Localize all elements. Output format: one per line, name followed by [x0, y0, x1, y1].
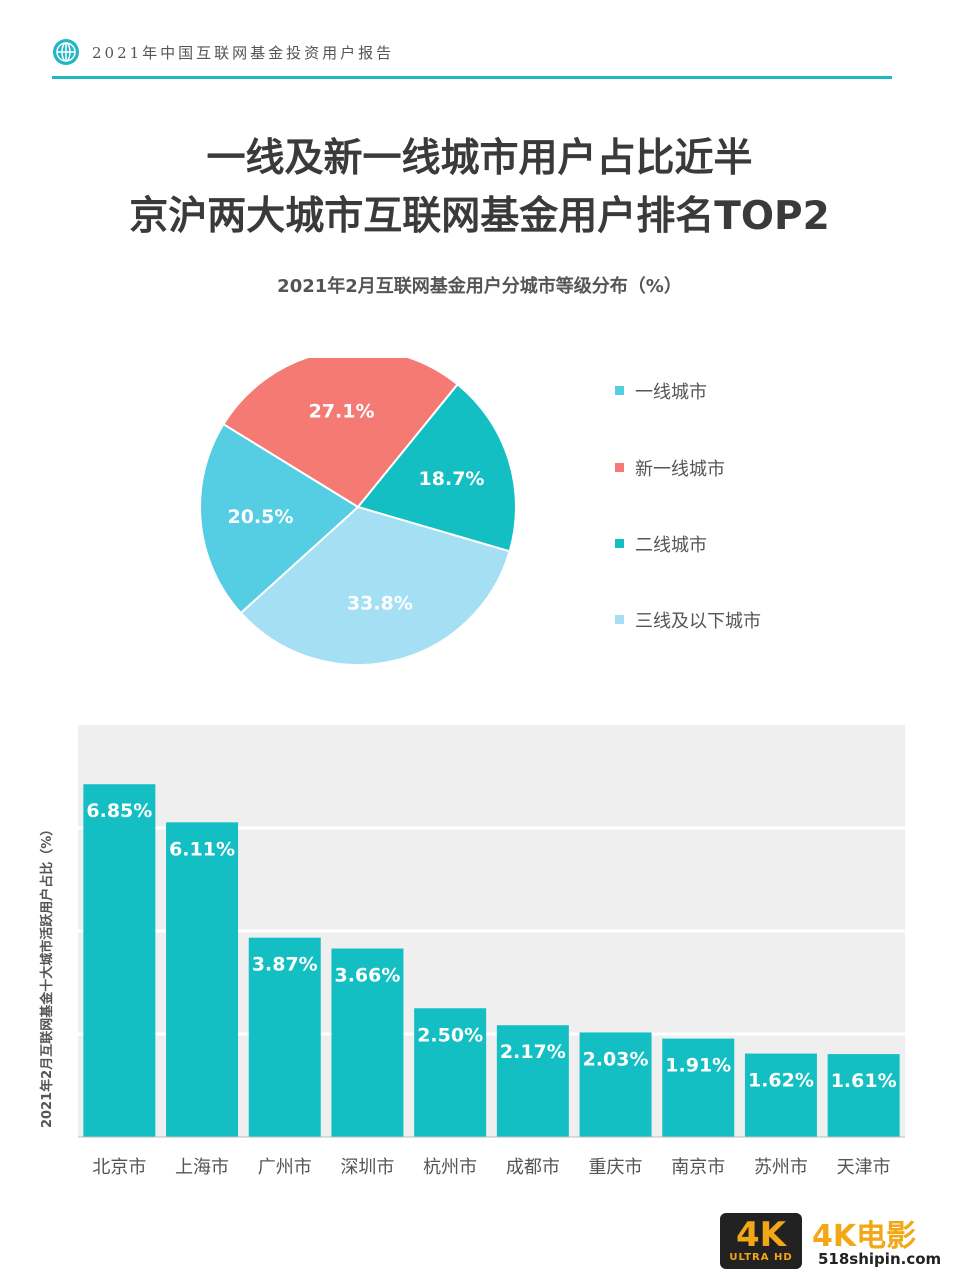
bar: [496, 1025, 569, 1137]
bar: [83, 784, 156, 1137]
report-title: 2021年中国互联网基金投资用户报告: [92, 44, 395, 62]
watermark-badge-small: ULTRA HD: [729, 1252, 793, 1263]
bar-value-label: 6.85%: [86, 800, 152, 822]
bar: [579, 1032, 652, 1137]
watermark-badge-big: 4K: [735, 1215, 786, 1255]
legend-swatch: [615, 615, 624, 624]
bar: [248, 937, 321, 1137]
x-tick-label: 上海市: [175, 1157, 229, 1178]
header-rule: [52, 76, 892, 79]
pie-slice: [356, 382, 517, 553]
report-header: 2021年中国互联网基金投资用户报告: [52, 38, 892, 82]
pie-slice-label: 27.1%: [309, 400, 375, 422]
bar: [166, 822, 239, 1137]
globe-icon: [53, 39, 79, 65]
legend-item-new-tier1: 新一线城市: [615, 455, 835, 480]
pie-slice: [199, 422, 360, 615]
bar-value-label: 1.62%: [748, 1070, 814, 1092]
pie-slice-label: 20.5%: [227, 506, 293, 528]
x-tick-label: 南京市: [671, 1157, 725, 1178]
bar-value-label: 2.50%: [417, 1024, 483, 1046]
watermark-badge: 4K ULTRA HD: [720, 1213, 802, 1269]
legend-item-tier3-below: 三线及以下城市: [615, 607, 835, 632]
legend-swatch: [615, 386, 624, 395]
legend-item-tier2: 二线城市: [615, 531, 835, 556]
watermark-site: 518shipin.com: [818, 1250, 942, 1268]
bar-value-label: 3.87%: [252, 954, 318, 976]
legend-label: 二线城市: [635, 535, 707, 556]
bar: [827, 1054, 900, 1137]
legend-swatch: [615, 463, 624, 472]
pie-chart-title: 2021年2月互联网基金用户分城市等级分布（%）: [277, 276, 682, 297]
legend-item-tier1: 一线城市: [615, 378, 835, 403]
bar-chart: 6.85% 北京市 6.11% 上海市 3.87% 广州市 3.66% 深圳市 2.50% 杭州市…: [78, 725, 905, 1178]
pie-slice-label: 18.7%: [419, 468, 485, 490]
bar-value-label: 3.66%: [334, 965, 400, 987]
bar: [744, 1053, 817, 1137]
watermark-brand: 4K电影: [812, 1219, 917, 1254]
pie-slice-label: 33.8%: [347, 592, 413, 614]
page-headline: 一线及新一线城市用户占比近半 京沪两大城市互联网基金用户排名TOP2: [0, 130, 959, 246]
bar: [662, 1038, 735, 1137]
x-tick-label: 重庆市: [589, 1157, 643, 1178]
bar: [331, 948, 404, 1137]
x-tick-label: 苏州市: [754, 1157, 808, 1178]
legend-label: 三线及以下城市: [635, 611, 761, 632]
bar-y-axis-label: 2021年2月互联网基金十大城市活跃用户占比（%）: [40, 822, 55, 1128]
bar-value-label: 2.03%: [583, 1048, 649, 1070]
pie-slice: [222, 358, 459, 509]
bar-value-label: 1.61%: [831, 1070, 897, 1092]
pie-slice: [239, 505, 511, 666]
x-tick-label: 杭州市: [423, 1157, 477, 1178]
legend-label: 一线城市: [635, 382, 707, 403]
x-tick-label: 成都市: [506, 1157, 560, 1178]
bar-value-label: 1.91%: [665, 1055, 731, 1077]
bar-value-label: 6.11%: [169, 838, 235, 860]
x-tick-label: 深圳市: [340, 1157, 394, 1178]
bar-value-label: 2.17%: [500, 1041, 566, 1063]
x-tick-label: 天津市: [837, 1157, 891, 1178]
legend-swatch: [615, 539, 624, 548]
pie-chart: 27.1% 18.7% 33.8% 20.5%: [199, 358, 517, 666]
headline-line-2: 京沪两大城市互联网基金用户排名TOP2: [129, 194, 830, 239]
x-tick-label: 广州市: [258, 1157, 312, 1178]
watermark-logo: 4K ULTRA HD 4K电影 518shipin.com: [720, 1205, 955, 1275]
x-tick-label: 北京市: [92, 1157, 146, 1178]
bar: [414, 1008, 487, 1137]
headline-line-1: 一线及新一线城市用户占比近半: [206, 136, 753, 181]
legend-label: 新一线城市: [635, 459, 725, 480]
